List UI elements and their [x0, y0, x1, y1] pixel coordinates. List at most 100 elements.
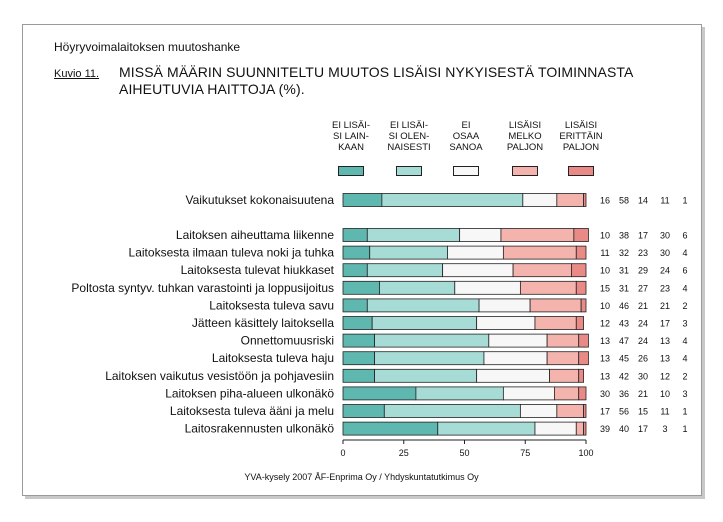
- category-label: Laitoksesta tulevat hiukkaset: [181, 263, 335, 277]
- value-label: 13: [660, 354, 670, 364]
- bar-segment: [342, 228, 368, 242]
- category-label: Laitoksesta ilmaan tuleva noki ja tuhka: [129, 246, 335, 260]
- value-label: 27: [638, 283, 648, 293]
- bar-segment: [519, 404, 558, 418]
- value-label: 17: [660, 319, 670, 329]
- value-label: 13: [600, 354, 610, 364]
- bar-segment: [549, 368, 580, 383]
- legend-label-4: LISÄISI ERITTÄIN PALJON: [550, 120, 612, 153]
- bar-segment: [554, 386, 580, 401]
- value-label: 10: [600, 301, 610, 311]
- category-label: Laitoksesta tuleva haju: [212, 351, 334, 365]
- bar-segment: [342, 351, 375, 366]
- bar-segment: [578, 368, 584, 383]
- bar-segment: [578, 386, 587, 401]
- value-label: 21: [638, 301, 648, 311]
- bar-segment: [502, 245, 577, 260]
- value-label: 24: [638, 319, 648, 329]
- value-label: 6: [682, 266, 687, 276]
- category-label: Laitoksesta tuleva ääni ja melu: [170, 404, 334, 418]
- bar-segment: [366, 298, 480, 313]
- value-label: 17: [638, 231, 648, 241]
- bar-segment: [476, 368, 550, 383]
- bar-segment: [374, 351, 485, 366]
- legend-label-1-line2: SI OLEN-: [388, 131, 430, 142]
- category-label: Laitoksen piha-alueen ulkonäkö: [165, 386, 334, 400]
- value-label: 1: [682, 196, 687, 206]
- bar-segment: [342, 193, 383, 207]
- value-label: 4: [682, 248, 687, 258]
- bar-segment: [342, 280, 380, 295]
- bar-segment: [512, 263, 572, 278]
- bar-segment: [342, 404, 385, 418]
- bar-segment: [534, 421, 577, 436]
- bar-segment: [534, 316, 577, 330]
- value-label: 11: [660, 407, 669, 417]
- category-label: Laitoksesta tuleva savu: [209, 298, 334, 312]
- x-tick-label: 0: [340, 448, 345, 458]
- value-label: 4: [682, 336, 687, 346]
- bar-segment: [476, 316, 536, 330]
- bar-segment: [437, 421, 536, 436]
- value-label: 12: [660, 371, 670, 381]
- value-label: 47: [619, 336, 629, 346]
- value-label: 13: [600, 371, 610, 381]
- value-label: 10: [660, 389, 670, 399]
- value-label: 30: [660, 231, 670, 241]
- value-label: 36: [619, 389, 629, 399]
- category-label: Vaikutukset kokonaisuutena: [185, 193, 334, 207]
- legend-label-0-line1: EI LISÄI-: [331, 120, 370, 131]
- bar-segment: [500, 228, 575, 242]
- bar-segment: [342, 316, 373, 330]
- value-label: 46: [619, 301, 629, 311]
- bar-segment: [369, 245, 448, 260]
- bar-segment: [366, 228, 461, 242]
- value-label: 10: [600, 266, 610, 276]
- value-label: 38: [619, 231, 629, 241]
- value-label: 15: [638, 407, 648, 417]
- legend-label-3-line2: MELKO: [508, 131, 542, 142]
- bar-segment: [478, 298, 531, 313]
- legend-label-3-line1: LISÄISI: [508, 120, 542, 131]
- value-label: 4: [682, 283, 687, 293]
- value-label: 30: [600, 389, 610, 399]
- bar-segment: [580, 298, 587, 313]
- bar-segment: [383, 404, 521, 418]
- value-label: 58: [619, 196, 629, 206]
- bar-segment: [575, 280, 587, 295]
- legend-label-2-line3: SANOA: [449, 142, 483, 153]
- bar-segment: [575, 245, 587, 260]
- legend-label-4-line3: PALJON: [562, 142, 600, 153]
- legend-label-1-line1: EI LISÄI-: [389, 120, 428, 131]
- category-label: Laitoksen aiheuttama liikenne: [176, 228, 334, 242]
- value-label: 1: [682, 424, 687, 434]
- value-label: 24: [660, 266, 670, 276]
- bar-segment: [459, 228, 502, 242]
- project-name: Höyryvoimalaitoksen muutoshanke: [54, 40, 241, 54]
- bar-segment: [483, 351, 548, 366]
- legend-label-3: LISÄISI MELKO PALJON: [494, 120, 556, 153]
- bar-segment: [342, 333, 375, 348]
- bar-segment: [488, 333, 548, 348]
- value-label: 45: [619, 354, 629, 364]
- value-label: 23: [660, 283, 670, 293]
- bar-segment: [522, 193, 558, 207]
- bar-segment: [381, 193, 524, 207]
- bar-segment: [447, 245, 504, 260]
- legend-label-0: EI LISÄI- SI LAIN- KAAN: [320, 120, 382, 153]
- bar-segment: [519, 280, 577, 295]
- value-label: 2: [682, 301, 687, 311]
- value-label: 17: [600, 407, 610, 417]
- bar-segment: [342, 263, 368, 278]
- legend-label-4-line2: ERITTÄIN: [559, 131, 603, 142]
- legend-label-2-line1: EI: [461, 120, 471, 131]
- x-tick-label: 50: [459, 448, 469, 458]
- legend-swatch-1: [396, 166, 422, 176]
- legend-label-2-line2: OSAA: [452, 131, 480, 142]
- value-label: 26: [638, 354, 648, 364]
- category-label: Poltosta syntyv. tuhkan varastointi ja l…: [71, 281, 334, 295]
- legend-label-1: EI LISÄI- SI OLEN- NAISESTI: [378, 120, 440, 153]
- value-label: 3: [682, 319, 687, 329]
- value-label: 13: [600, 336, 610, 346]
- value-label: 40: [619, 424, 629, 434]
